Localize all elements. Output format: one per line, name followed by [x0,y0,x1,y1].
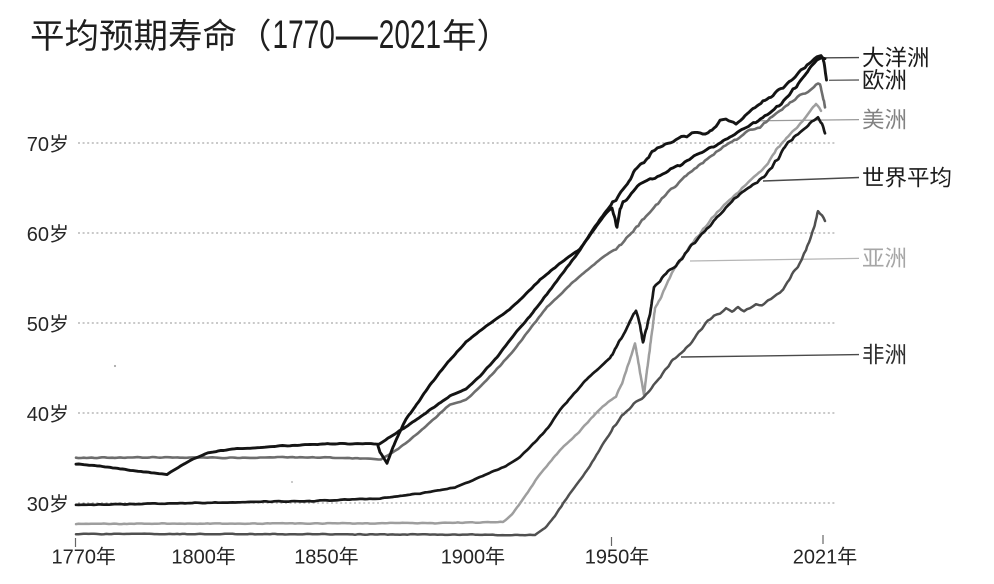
svg-text:2021: 2021 [379,13,441,57]
svg-text:1800: 1800 [171,547,216,569]
svg-text:70: 70 [27,134,49,156]
svg-text:2021: 2021 [793,547,838,569]
svg-text:1900: 1900 [441,547,486,569]
svg-text:30: 30 [27,494,49,516]
svg-text:1850: 1850 [294,547,339,569]
svg-text:1770: 1770 [52,547,97,569]
svg-text:1770: 1770 [273,13,335,57]
svg-text:40: 40 [27,404,49,426]
svg-text:50: 50 [27,314,49,336]
svg-text:60: 60 [27,224,49,246]
svg-text:1950: 1950 [585,547,630,569]
